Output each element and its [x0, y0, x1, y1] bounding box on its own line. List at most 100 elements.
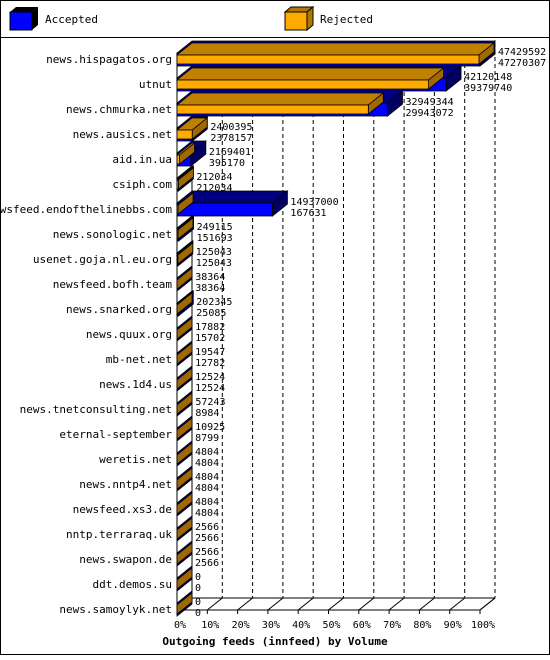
data-label-accepted: 249115: [197, 222, 233, 233]
bar-rejected-side: [176, 592, 193, 615]
data-label-rejected: 0: [195, 583, 201, 594]
data-label-rejected: 25085: [196, 308, 226, 319]
category-label: mb-net.net: [106, 353, 172, 366]
data-label-accepted: 42120148: [464, 72, 512, 83]
data-label-accepted: 12524: [195, 372, 225, 383]
category-label: news.tnetconsulting.net: [20, 403, 172, 416]
bar-rejected: [176, 104, 369, 115]
bar-rejected-side: [176, 492, 193, 515]
category-label: newsfeed.endofthelinebbs.com: [0, 203, 172, 216]
bar-rejected-side: [176, 467, 193, 490]
data-label-accepted: 32949344: [405, 97, 453, 108]
x-tick-label: 60%: [353, 620, 371, 631]
x-tick-label: 100%: [471, 620, 495, 631]
category-label: news.ausics.net: [73, 128, 172, 141]
bar-accepted: [176, 202, 273, 217]
category-label: usenet.goja.nl.eu.org: [33, 253, 172, 266]
category-label: news.sonologic.net: [53, 228, 172, 241]
bar-rejected: [176, 204, 179, 215]
data-label-accepted: 19547: [195, 347, 225, 358]
data-label-accepted: 17882: [195, 322, 225, 333]
category-label: newsfeed.xs3.de: [73, 503, 172, 516]
category-label: news.1d4.us: [99, 378, 172, 391]
category-label: news.nntp4.net: [79, 478, 172, 491]
data-label-rejected: 12524: [195, 383, 225, 394]
data-label-rejected: 4804: [195, 458, 219, 469]
data-label-rejected: 8984: [195, 408, 219, 419]
x-tick-label: 20%: [232, 620, 250, 631]
category-label: nntp.terraraq.uk: [66, 528, 172, 541]
category-label: weretis.net: [99, 453, 172, 466]
data-label-rejected: 47270307: [498, 58, 546, 69]
floor-grid-line: [267, 597, 284, 611]
data-label-rejected: 2566: [195, 533, 219, 544]
x-tick-label: 90%: [444, 620, 462, 631]
bar-rejected-top: [175, 42, 496, 56]
bar-rejected: [176, 254, 179, 265]
data-label-accepted: 0: [195, 597, 201, 608]
bar-rejected: [176, 79, 429, 90]
bar-rejected-side: [176, 392, 193, 415]
floor-grid-line: [328, 597, 344, 611]
bar-rejected-top: [175, 92, 385, 106]
data-label-accepted: 2169401: [209, 147, 251, 158]
x-tick-label: 30%: [262, 620, 280, 631]
data-label-rejected: 4804: [195, 508, 219, 519]
category-label: news.chmurka.net: [66, 103, 172, 116]
category-label: news.samoylyk.net: [59, 603, 172, 616]
category-label: utnut: [139, 78, 172, 91]
data-label-rejected: 38364: [195, 283, 225, 294]
data-label-accepted: 202345: [196, 297, 232, 308]
floor-grid-line: [358, 597, 375, 611]
x-tick-label: 50%: [322, 620, 340, 631]
category-label: news.snarked.org: [66, 303, 172, 316]
bar-rejected-side: [176, 567, 193, 590]
floor-grid-line: [206, 597, 223, 611]
bar-rejected: [176, 54, 480, 65]
floor-grid-line: [449, 597, 466, 611]
legend-label-accepted: Accepted: [45, 13, 98, 26]
bar-rejected: [176, 229, 179, 240]
category-label: aid.in.ua: [112, 153, 172, 166]
data-label-accepted: 38364: [195, 272, 225, 283]
data-label-accepted: 2400395: [210, 122, 252, 133]
bar-rejected-side: [176, 442, 193, 465]
data-label-accepted: 47429592: [498, 47, 546, 58]
data-label-accepted: 2566: [195, 522, 219, 533]
category-label: news.swapon.de: [79, 553, 172, 566]
data-label-accepted: 2566: [195, 547, 219, 558]
bar-rejected-side: [176, 292, 193, 315]
floor-grid-line: [237, 597, 253, 611]
data-label-rejected: 0: [195, 608, 201, 619]
bar-rejected-top: [175, 67, 445, 81]
category-label: news.hispagatos.org: [46, 53, 172, 66]
category-label: ddt.demos.su: [93, 578, 172, 591]
category-label: eternal-september: [59, 428, 172, 441]
floor-grid-line: [388, 597, 405, 611]
data-label-accepted: 125043: [196, 247, 232, 258]
category-label: csiph.com: [112, 178, 172, 191]
data-label-accepted: 4804: [195, 472, 219, 483]
data-label-accepted: 57243: [195, 397, 225, 408]
data-label-accepted: 4804: [195, 497, 219, 508]
floor-corner: [479, 597, 496, 611]
data-label-rejected: 395170: [209, 158, 245, 169]
data-label-rejected: 2378157: [210, 133, 252, 144]
data-label-accepted: 10925: [195, 422, 225, 433]
bar-rejected-side: [176, 542, 193, 565]
data-label-rejected: 2566: [195, 558, 219, 569]
data-label-rejected: 15702: [195, 333, 225, 344]
floor-grid-line: [297, 597, 314, 611]
bar-rejected-side: [176, 317, 193, 340]
bar-rejected: [176, 154, 180, 165]
category-label: newsfeed.bofh.team: [53, 278, 173, 291]
legend-swatch-accepted: [9, 7, 38, 31]
data-label-accepted: 212034: [196, 172, 232, 183]
data-label-accepted: 4804: [195, 447, 219, 458]
data-label-rejected: 167631: [290, 208, 326, 219]
floor-grid-line: [419, 597, 435, 611]
x-tick-label: 10%: [201, 620, 219, 631]
chart-title: Outgoing feeds (innfeed) by Volume: [162, 635, 388, 648]
